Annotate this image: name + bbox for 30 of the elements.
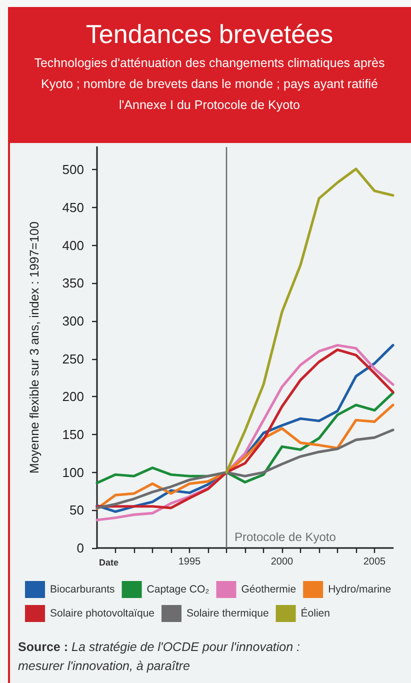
y-tick-label: 150 [62, 427, 84, 442]
y-tick-label: 250 [62, 351, 84, 366]
legend-label: Éolien [300, 606, 330, 620]
y-tick-label: 300 [62, 314, 84, 329]
y-axis-title: Moyenne flexible sur 3 ans, index : 1997=100 [28, 222, 42, 474]
y-tick-label: 50 [70, 502, 84, 518]
legend-label: Hydro/marine [328, 584, 392, 596]
y-tick-label: 200 [62, 389, 84, 404]
x-tick-label: 2000 [270, 556, 294, 568]
y-tick-label: 350 [62, 276, 84, 291]
legend-label: Solaire photovoltaïque [50, 608, 155, 620]
legend-label: Captage CO₂ [146, 584, 210, 596]
y-tick-label: 450 [62, 200, 84, 216]
line-series [225, 168, 394, 474]
y-tick-label: 500 [62, 162, 84, 178]
y-tick-label: 100 [62, 464, 84, 480]
ref-line-label: Protocole de Kyoto [234, 530, 336, 544]
y-tick-label: 400 [62, 238, 84, 253]
x-tick-label: 1995 [178, 556, 202, 568]
y-tick-label: 0 [76, 540, 84, 556]
line-series [96, 428, 394, 510]
legend-label: Géothermie [241, 584, 296, 596]
x-axis-title: Date [99, 558, 119, 568]
chart-subtitle: Technologies d'atténuation des changements climatiques après Kyoto ; nombre de brevets dans le monde ; pays ayant ratifié l'Annexe I du Protocole de Kyoto [33, 55, 386, 114]
x-tick-label: 2005 [363, 556, 386, 568]
legend-label: Solaire thermique [186, 608, 269, 620]
source-note: Source : La stratégie de l'OCDE pour l'innovation : mesurer l'innovation, à paraître [18, 639, 301, 675]
line-series [96, 404, 394, 510]
legend-label: Biocarburants [50, 584, 115, 596]
chart-title: Tendances brevetées [84, 19, 334, 49]
